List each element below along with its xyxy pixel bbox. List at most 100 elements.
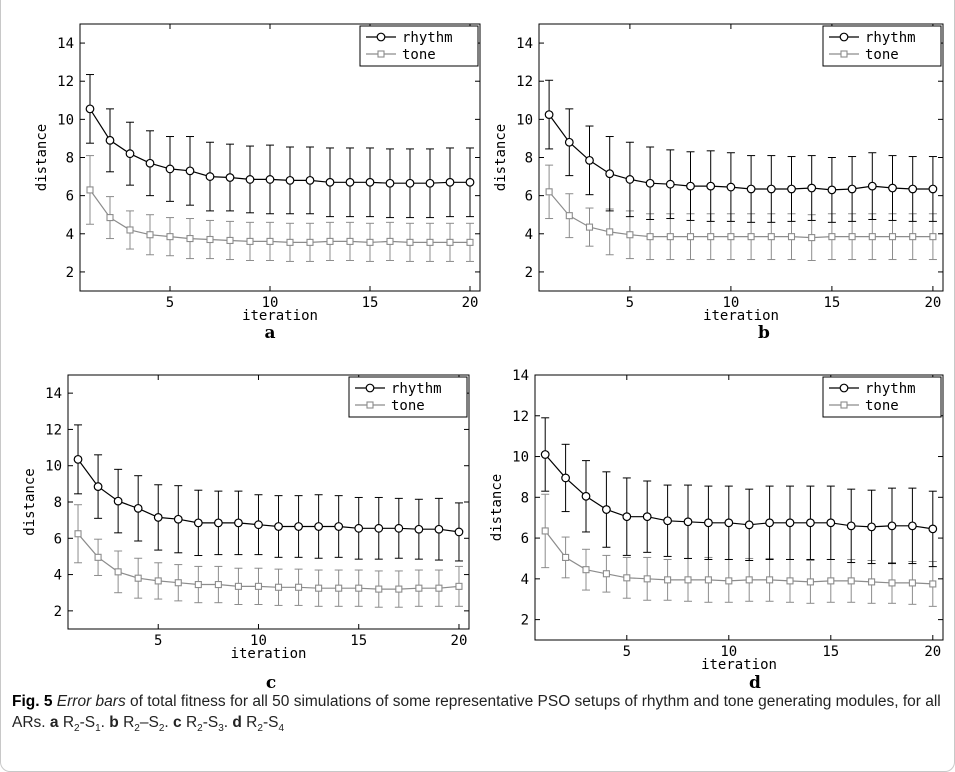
data-point <box>544 110 554 119</box>
y-tick-label: 2 <box>525 265 533 281</box>
legend-box <box>822 376 942 418</box>
data-point <box>166 233 174 241</box>
data-point <box>185 166 195 176</box>
data-point <box>133 503 143 513</box>
series-tone <box>541 493 937 607</box>
data-point <box>85 104 95 114</box>
x-tick-label: 10 <box>262 295 279 311</box>
data-point <box>622 512 632 522</box>
data-point <box>663 516 672 526</box>
data-point <box>724 518 734 528</box>
data-point <box>565 212 573 220</box>
data-point <box>335 584 343 592</box>
data-point <box>806 518 815 528</box>
data-point <box>623 574 631 582</box>
data-point <box>354 523 364 533</box>
data-point <box>326 237 334 245</box>
data-point <box>929 580 937 588</box>
legend-marker <box>839 383 849 393</box>
chart-panel-b: 2 4 6 8 10 12 14 5 10 15 20 iteration distance rhythm… <box>493 23 944 343</box>
data-point <box>194 580 202 589</box>
data-point <box>665 179 675 189</box>
data-point <box>828 233 836 241</box>
data-point <box>602 570 610 578</box>
caption-part-text-c: R2-S3 <box>185 714 224 735</box>
legend-label: tone <box>391 398 425 414</box>
data-point <box>625 175 635 184</box>
data-point <box>334 522 344 531</box>
legend-marker <box>840 401 848 409</box>
data-point <box>446 238 454 246</box>
data-point <box>605 169 615 179</box>
data-point <box>315 584 323 592</box>
data-point <box>214 580 222 589</box>
x-tick-label: 20 <box>462 295 479 311</box>
legend-marker <box>365 383 375 393</box>
data-point <box>465 177 475 187</box>
data-point <box>374 523 384 533</box>
data-point <box>93 482 103 491</box>
y-tick-label: 4 <box>525 227 533 243</box>
data-point <box>366 238 374 246</box>
data-point <box>74 530 82 538</box>
chart-panel-d: 2 4 6 8 10 12 14 5 10 15 20 iteration distance rhythm… <box>489 368 944 690</box>
data-point <box>867 181 877 191</box>
x-tick-label: 5 <box>623 644 631 660</box>
data-point <box>325 177 335 187</box>
data-point <box>807 183 817 193</box>
data-point <box>581 491 591 501</box>
data-point <box>868 578 876 586</box>
data-point <box>626 231 634 239</box>
x-tick-label: 5 <box>166 295 174 311</box>
legend-box <box>822 25 942 67</box>
data-point <box>174 579 182 587</box>
data-point <box>726 182 736 192</box>
data-point <box>265 175 275 184</box>
x-axis-label: iteration <box>242 308 318 324</box>
data-point <box>561 473 570 483</box>
data-point <box>846 521 856 531</box>
caption-part-label-a: a <box>49 714 63 731</box>
data-point <box>908 579 916 587</box>
y-tick-label: 14 <box>57 36 74 52</box>
data-point <box>455 582 463 590</box>
data-point <box>305 175 315 185</box>
data-point <box>94 553 102 561</box>
data-point <box>435 584 443 592</box>
data-point <box>868 233 876 241</box>
data-point <box>105 135 115 145</box>
data-point <box>643 575 651 583</box>
data-point <box>345 177 355 187</box>
y-axis-label: distance <box>34 124 50 191</box>
x-tick-label: 15 <box>350 633 367 649</box>
data-point <box>125 149 135 159</box>
data-point <box>113 496 123 506</box>
data-point <box>704 518 713 528</box>
data-point <box>808 234 816 242</box>
data-point <box>746 184 756 194</box>
series-line <box>544 454 933 530</box>
data-point <box>785 518 795 528</box>
x-tick-label: 5 <box>154 633 162 649</box>
y-tick-label: 2 <box>521 613 529 629</box>
caption-part-label-d: d <box>232 714 247 731</box>
data-point <box>929 233 937 241</box>
series-rhythm <box>540 417 938 568</box>
data-point <box>126 226 134 234</box>
y-tick-label: 2 <box>66 265 74 281</box>
data-point <box>928 524 938 534</box>
y-tick-label: 6 <box>66 189 74 205</box>
plot-area-frame <box>534 374 944 641</box>
data-point <box>226 236 234 245</box>
y-tick-label: 8 <box>66 151 74 167</box>
series-tone <box>86 155 474 262</box>
data-point <box>234 518 243 528</box>
data-point <box>706 181 716 191</box>
y-tick-label: 2 <box>54 604 62 620</box>
caption-part-text-a: R2-S1 <box>62 714 101 735</box>
y-tick-label: 12 <box>516 74 533 90</box>
data-point <box>562 553 570 561</box>
